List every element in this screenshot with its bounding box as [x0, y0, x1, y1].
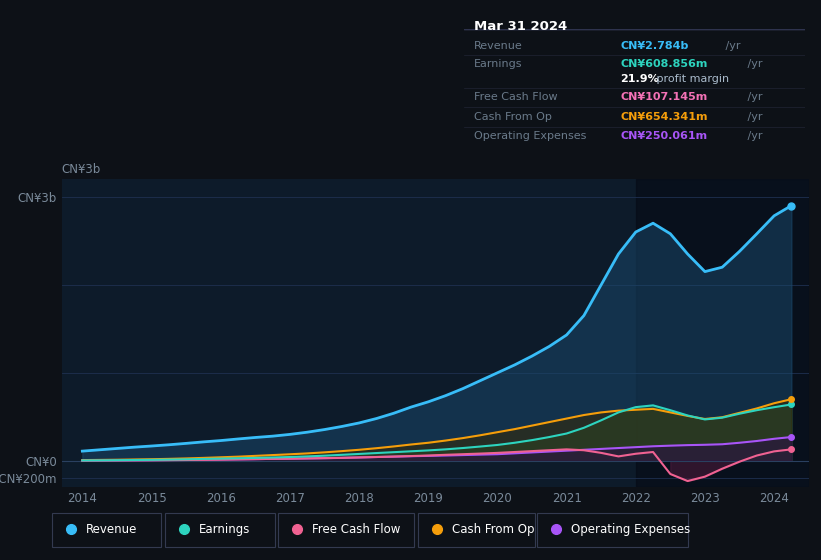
Text: /yr: /yr — [745, 59, 763, 69]
Text: Cash From Op: Cash From Op — [452, 522, 534, 536]
Text: CN¥2.784b: CN¥2.784b — [621, 40, 689, 50]
Text: Operating Expenses: Operating Expenses — [474, 132, 586, 141]
Text: Revenue: Revenue — [85, 522, 137, 536]
Text: 21.9%: 21.9% — [621, 73, 659, 83]
Text: CN¥654.341m: CN¥654.341m — [621, 112, 708, 122]
Text: CN¥250.061m: CN¥250.061m — [621, 132, 708, 141]
Text: Earnings: Earnings — [474, 59, 523, 69]
Text: CN¥107.145m: CN¥107.145m — [621, 92, 708, 102]
Text: /yr: /yr — [722, 40, 741, 50]
Text: Operating Expenses: Operating Expenses — [571, 522, 690, 536]
Text: /yr: /yr — [745, 112, 763, 122]
Text: Revenue: Revenue — [474, 40, 523, 50]
Text: /yr: /yr — [745, 92, 763, 102]
Bar — [635, 179, 809, 487]
Text: profit margin: profit margin — [653, 73, 729, 83]
Text: Free Cash Flow: Free Cash Flow — [474, 92, 557, 102]
Text: CN¥608.856m: CN¥608.856m — [621, 59, 708, 69]
Text: CN¥3b: CN¥3b — [62, 164, 101, 176]
Text: /yr: /yr — [745, 132, 763, 141]
Text: Cash From Op: Cash From Op — [474, 112, 552, 122]
Text: Mar 31 2024: Mar 31 2024 — [474, 20, 567, 33]
Text: Free Cash Flow: Free Cash Flow — [312, 522, 401, 536]
Text: Earnings: Earnings — [199, 522, 250, 536]
